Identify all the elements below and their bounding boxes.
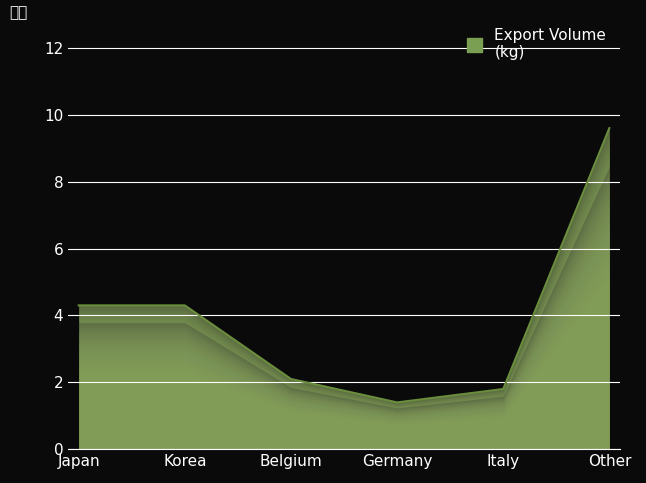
Y-axis label: 万吨: 万吨 <box>9 6 28 21</box>
Legend: Export Volume
(kg): Export Volume (kg) <box>461 22 612 67</box>
